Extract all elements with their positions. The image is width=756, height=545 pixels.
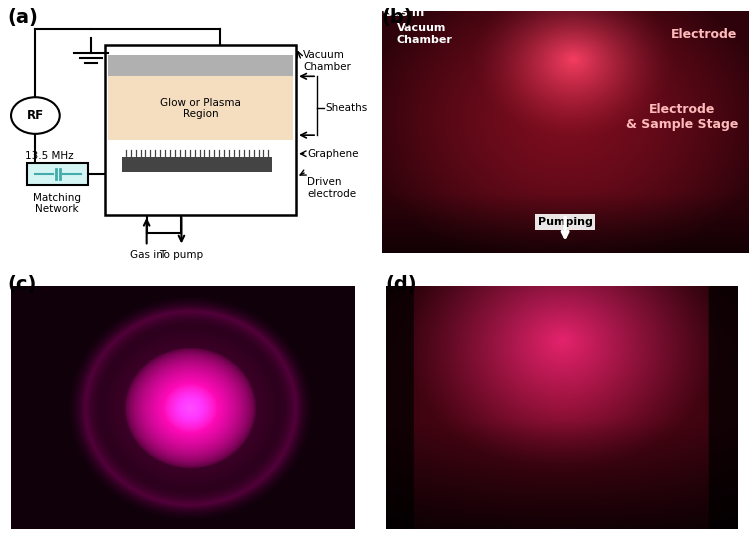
- Text: Vacuum
Chamber: Vacuum Chamber: [396, 23, 452, 45]
- Text: 13.5 MHz: 13.5 MHz: [25, 151, 73, 161]
- Text: Driven
electrode: Driven electrode: [308, 177, 357, 198]
- Bar: [108, 76, 293, 141]
- Text: (d): (d): [386, 275, 417, 294]
- Text: Vacuum
Chamber: Vacuum Chamber: [303, 50, 351, 72]
- Text: (b): (b): [382, 8, 414, 27]
- Text: Electrode: Electrode: [671, 28, 738, 41]
- Text: Graphene: Graphene: [308, 149, 359, 159]
- Text: To pump: To pump: [160, 250, 203, 261]
- Text: Matching
Network: Matching Network: [33, 193, 81, 214]
- Text: (c): (c): [8, 275, 37, 294]
- Text: (a): (a): [8, 8, 39, 27]
- Bar: [105, 45, 296, 215]
- Text: RF: RF: [26, 109, 44, 122]
- Text: Electrode
& Sample Stage: Electrode & Sample Stage: [626, 103, 739, 131]
- Text: Gas in: Gas in: [130, 250, 163, 261]
- Text: Glow or Plasma
Region: Glow or Plasma Region: [160, 98, 241, 119]
- Text: Pumping: Pumping: [538, 217, 593, 227]
- Bar: [122, 158, 272, 172]
- Bar: [108, 56, 293, 80]
- Circle shape: [11, 97, 60, 134]
- Text: Sheaths: Sheaths: [326, 104, 368, 113]
- Text: Gas in: Gas in: [383, 5, 424, 19]
- Bar: [26, 162, 88, 185]
